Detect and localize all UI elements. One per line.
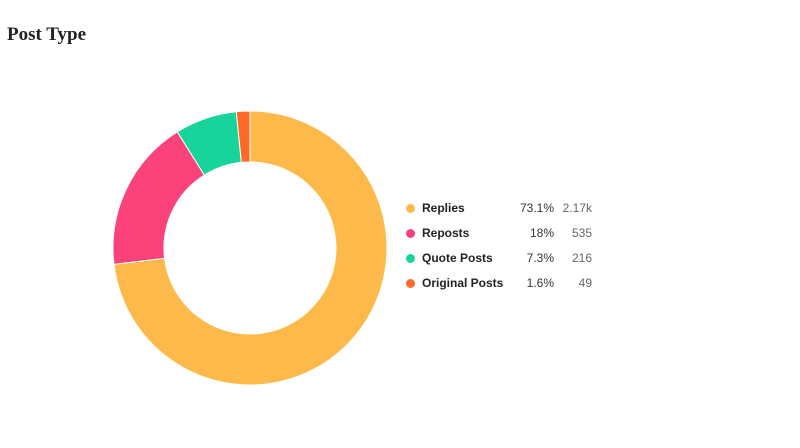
legend-dot [406, 279, 415, 288]
chart-title: Post Type [7, 24, 86, 45]
legend-count: 535 [571, 226, 592, 240]
legend-item-reposts[interactable]: Reposts 18% 535 [406, 224, 606, 249]
donut-slice-original-posts[interactable] [235, 110, 251, 163]
legend-dot [406, 254, 415, 263]
legend-label: Original Posts [422, 276, 504, 290]
legend-label: Replies [422, 201, 465, 215]
donut-chart [112, 110, 388, 386]
legend-label: Reposts [422, 226, 470, 240]
legend-percent: 18% [529, 226, 554, 240]
legend-item-replies[interactable]: Replies 73.1% 2.17k [406, 199, 606, 224]
legend-dot [406, 229, 415, 238]
legend-percent: 1.6% [526, 276, 554, 290]
legend-item-quote-posts[interactable]: Quote Posts 7.3% 216 [406, 249, 606, 274]
legend-count: 216 [571, 251, 592, 265]
legend-percent: 7.3% [526, 251, 554, 265]
legend-dot [406, 204, 415, 213]
chart-legend: Replies 73.1% 2.17k Reposts 18% 535 Quote Post… [406, 199, 606, 299]
legend-label: Quote Posts [422, 251, 493, 265]
legend-count: 49 [578, 276, 592, 290]
legend-count: 2.17k [562, 201, 592, 215]
donut-slice-replies[interactable] [113, 110, 388, 386]
legend-percent: 73.1% [519, 201, 554, 215]
legend-item-original-posts[interactable]: Original Posts 1.6% 49 [406, 274, 606, 299]
